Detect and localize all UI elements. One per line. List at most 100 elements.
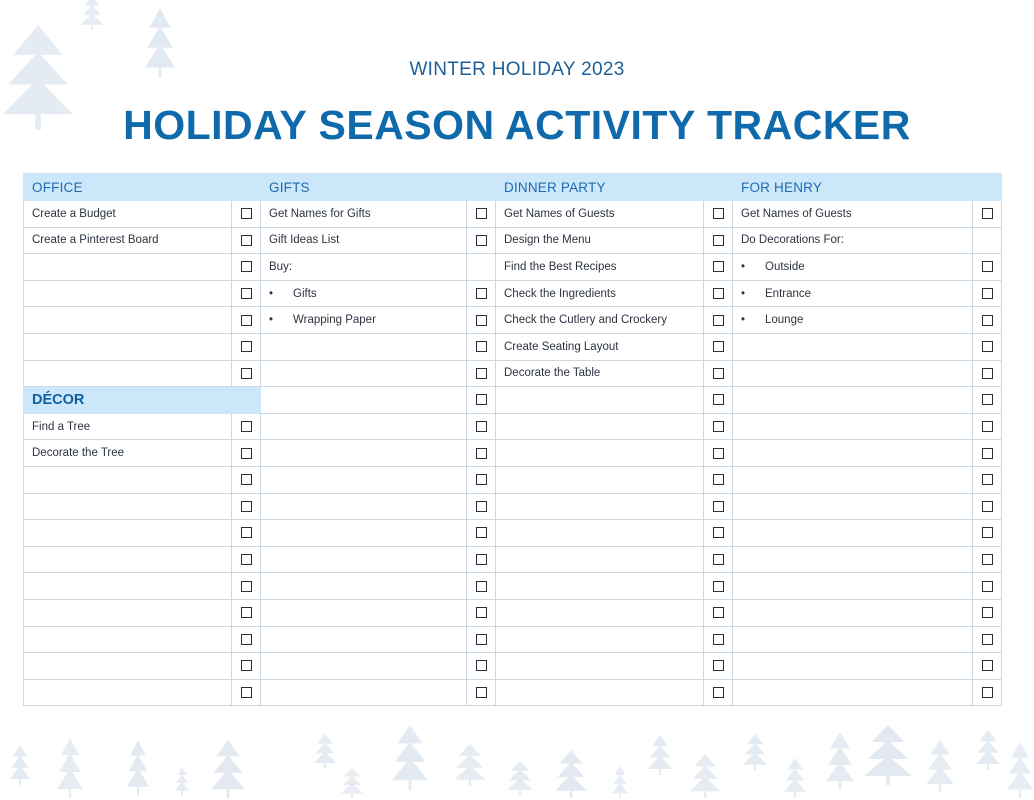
checkbox-icon[interactable] [240,261,252,273]
checkbox-cell[interactable] [972,652,1002,680]
checkbox-cell[interactable] [703,678,733,707]
checkbox-icon[interactable] [475,394,487,406]
checkbox-cell[interactable] [466,545,496,574]
checkbox-cell[interactable] [703,439,733,467]
checkbox-icon[interactable] [475,367,487,379]
checkbox-cell[interactable] [972,332,1002,361]
checkbox-cell[interactable] [703,625,733,654]
checkbox-icon[interactable] [712,553,724,565]
checkbox-icon[interactable] [712,607,724,619]
checkbox-icon[interactable] [240,660,252,672]
checkbox-icon[interactable] [475,500,487,512]
checkbox-icon[interactable] [712,234,724,246]
checkbox-icon[interactable] [475,474,487,486]
checkbox-icon[interactable] [240,633,252,645]
checkbox-cell[interactable] [231,598,261,627]
checkbox-cell[interactable] [703,465,733,494]
checkbox-icon[interactable] [981,314,993,326]
checkbox-icon[interactable] [981,394,993,406]
checkbox-icon[interactable] [712,500,724,512]
checkbox-icon[interactable] [475,553,487,565]
checkbox-icon[interactable] [475,314,487,326]
checkbox-icon[interactable] [475,633,487,645]
checkbox-icon[interactable] [981,633,993,645]
checkbox-cell[interactable] [466,386,496,414]
checkbox-cell[interactable] [466,572,496,600]
checkbox-icon[interactable] [712,261,724,273]
checkbox-icon[interactable] [475,660,487,672]
checkbox-cell[interactable] [703,226,733,255]
checkbox-icon[interactable] [475,421,487,433]
checkbox-icon[interactable] [981,447,993,459]
checkbox-cell[interactable] [703,412,733,441]
checkbox-icon[interactable] [712,527,724,539]
checkbox-icon[interactable] [712,447,724,459]
checkbox-icon[interactable] [981,580,993,592]
checkbox-cell[interactable] [231,306,261,334]
checkbox-cell[interactable] [972,386,1002,414]
checkbox-icon[interactable] [240,288,252,300]
checkbox-cell[interactable] [466,306,496,334]
checkbox-icon[interactable] [475,580,487,592]
checkbox-icon[interactable] [712,367,724,379]
checkbox-cell[interactable] [703,306,733,334]
checkbox-icon[interactable] [240,341,252,353]
checkbox-icon[interactable] [712,314,724,326]
checkbox-cell[interactable] [972,678,1002,707]
checkbox-cell[interactable] [972,492,1002,521]
checkbox-icon[interactable] [981,341,993,353]
checkbox-cell[interactable] [231,625,261,654]
checkbox-cell[interactable] [703,200,733,228]
checkbox-icon[interactable] [475,288,487,300]
checkbox-cell[interactable] [972,306,1002,334]
checkbox-cell[interactable] [466,519,496,547]
checkbox-cell[interactable] [466,652,496,680]
checkbox-cell[interactable] [972,359,1002,388]
checkbox-icon[interactable] [240,474,252,486]
checkbox-cell[interactable] [466,465,496,494]
checkbox-icon[interactable] [240,314,252,326]
checkbox-cell[interactable] [703,253,733,281]
checkbox-cell[interactable] [231,492,261,521]
checkbox-cell[interactable] [231,439,261,467]
checkbox-icon[interactable] [240,686,252,698]
checkbox-cell[interactable] [972,625,1002,654]
checkbox-icon[interactable] [981,367,993,379]
checkbox-icon[interactable] [475,234,487,246]
checkbox-cell[interactable] [466,200,496,228]
checkbox-cell[interactable] [972,598,1002,627]
checkbox-cell[interactable] [972,519,1002,547]
checkbox-cell[interactable] [231,359,261,388]
checkbox-cell[interactable] [972,279,1002,308]
checkbox-cell[interactable] [466,412,496,441]
checkbox-cell[interactable] [972,412,1002,441]
checkbox-icon[interactable] [712,474,724,486]
checkbox-icon[interactable] [981,607,993,619]
checkbox-cell[interactable] [703,332,733,361]
checkbox-icon[interactable] [981,660,993,672]
checkbox-icon[interactable] [712,580,724,592]
checkbox-cell[interactable] [231,332,261,361]
checkbox-cell[interactable] [231,200,261,228]
checkbox-cell[interactable] [972,545,1002,574]
checkbox-icon[interactable] [240,234,252,246]
checkbox-icon[interactable] [475,447,487,459]
checkbox-icon[interactable] [240,367,252,379]
checkbox-cell[interactable] [231,412,261,441]
checkbox-icon[interactable] [981,421,993,433]
checkbox-cell[interactable] [972,465,1002,494]
checkbox-icon[interactable] [240,607,252,619]
checkbox-cell[interactable] [703,359,733,388]
checkbox-icon[interactable] [981,553,993,565]
checkbox-icon[interactable] [981,261,993,273]
checkbox-cell[interactable] [703,519,733,547]
checkbox-cell[interactable] [466,625,496,654]
checkbox-cell[interactable] [466,439,496,467]
checkbox-icon[interactable] [712,660,724,672]
checkbox-cell[interactable] [703,545,733,574]
checkbox-icon[interactable] [240,527,252,539]
checkbox-cell[interactable] [466,492,496,521]
checkbox-cell[interactable] [703,652,733,680]
checkbox-cell[interactable] [972,439,1002,467]
checkbox-cell[interactable] [231,465,261,494]
